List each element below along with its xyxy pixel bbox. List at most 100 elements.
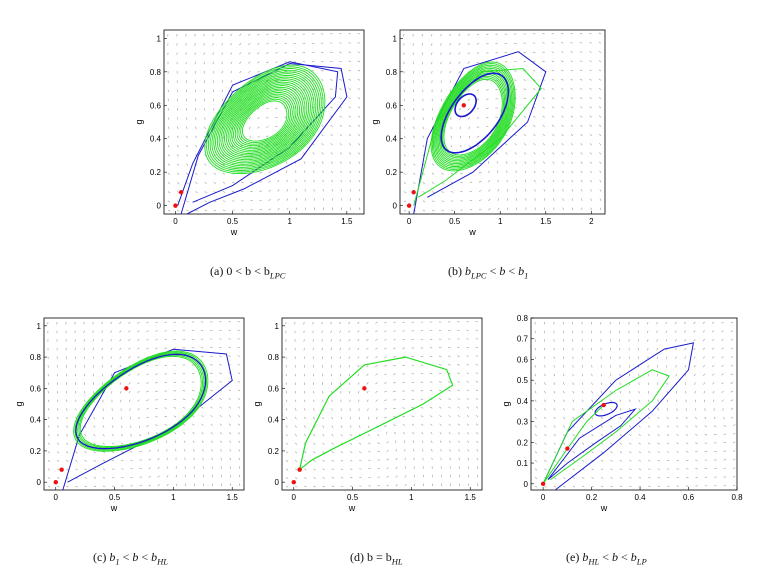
x-tick-label: 0.5 — [109, 493, 121, 502]
field-arrow — [84, 434, 87, 437]
field-arrow — [237, 329, 241, 331]
field-arrow — [551, 69, 555, 72]
field-arrow — [375, 347, 378, 350]
field-arrow — [220, 449, 222, 452]
field-arrow — [721, 321, 724, 324]
field-arrow — [111, 416, 114, 420]
equilibrium-point — [406, 203, 412, 208]
field-arrow — [384, 416, 387, 419]
field-arrow — [339, 321, 342, 325]
field-arrow — [496, 161, 499, 164]
field-arrow — [563, 459, 566, 462]
field-arrow — [476, 107, 480, 110]
field-arrow — [485, 80, 489, 82]
field-arrow — [119, 330, 122, 333]
field-arrow — [440, 43, 442, 46]
field-arrow — [191, 398, 195, 400]
green-orbit — [222, 81, 308, 159]
field-arrow — [694, 382, 696, 385]
field-arrow — [93, 425, 96, 428]
field-arrow — [572, 468, 575, 471]
field-arrow — [268, 208, 271, 211]
field-arrow — [349, 189, 352, 192]
field-arrow — [248, 52, 251, 55]
field-arrow — [703, 373, 705, 377]
field-arrow — [618, 321, 621, 325]
green-orbit — [436, 69, 510, 165]
field-arrow — [458, 33, 461, 36]
field-arrow — [339, 152, 342, 155]
field-arrow — [475, 355, 479, 357]
field-arrow — [438, 364, 442, 366]
panel-d: 0 0.5 1 1.5 0 0.2 0.4 0.6 0.8 1 w g — [252, 312, 492, 522]
y-tick-label: 0.2 — [517, 438, 529, 447]
field-arrow — [402, 321, 405, 323]
field-arrow — [357, 69, 361, 72]
field-arrow — [422, 117, 424, 120]
field-arrow — [184, 448, 186, 452]
field-arrow — [313, 170, 315, 174]
field-arrow — [533, 124, 536, 127]
field-arrow — [589, 143, 592, 146]
field-arrow — [563, 390, 565, 394]
field-arrow — [304, 416, 306, 420]
field-arrow — [102, 408, 104, 411]
field-arrow — [544, 365, 546, 368]
field-arrow — [393, 364, 396, 367]
field-arrow — [101, 373, 104, 377]
field-arrow — [413, 108, 415, 111]
field-arrow — [429, 372, 433, 375]
field-arrow — [439, 423, 442, 426]
field-arrow — [111, 434, 114, 437]
field-arrow — [304, 170, 306, 174]
field-arrow — [598, 41, 602, 44]
y-tick-label: 0.2 — [386, 168, 398, 177]
field-arrow — [441, 200, 444, 202]
field-arrow — [648, 485, 651, 487]
field-arrow — [476, 474, 479, 478]
field-arrow — [266, 70, 269, 73]
field-arrow — [476, 423, 479, 426]
field-arrow — [195, 191, 198, 194]
field-arrow — [506, 207, 509, 211]
field-arrow — [657, 468, 661, 470]
field-arrow — [571, 189, 574, 192]
field-arrow — [203, 43, 205, 46]
field-arrow — [610, 468, 613, 471]
field-arrow — [439, 415, 442, 418]
field-arrow — [562, 207, 564, 211]
field-arrow — [186, 209, 189, 212]
field-arrow — [384, 364, 387, 367]
equilibrium-point — [53, 479, 58, 485]
field-arrow — [56, 451, 60, 454]
field-arrow — [148, 450, 151, 452]
x-axis-label: w — [468, 227, 476, 237]
field-arrow — [395, 449, 398, 452]
field-arrow — [619, 390, 622, 394]
field-arrow — [322, 485, 325, 488]
field-arrow — [239, 483, 241, 487]
field-arrow — [579, 51, 583, 53]
field-arrow — [476, 126, 480, 129]
field-arrow — [563, 382, 565, 385]
field-arrow — [475, 372, 479, 375]
field-arrow — [212, 80, 215, 83]
field-arrow — [591, 485, 594, 488]
field-arrow — [457, 346, 460, 349]
field-arrow — [450, 200, 454, 202]
field-arrow — [403, 117, 406, 120]
field-arrow — [303, 390, 306, 394]
field-arrow — [201, 432, 204, 435]
field-arrow — [591, 477, 594, 479]
field-arrow — [429, 406, 433, 409]
field-arrow — [313, 477, 316, 479]
field-arrow — [348, 88, 351, 90]
field-arrow — [591, 373, 593, 377]
field-arrow — [637, 321, 639, 325]
field-arrow — [304, 434, 307, 437]
field-arrow — [600, 451, 604, 454]
field-arrow — [221, 70, 224, 74]
x-tick-label: 1.5 — [341, 217, 353, 226]
field-arrow — [534, 468, 538, 471]
field-arrow — [157, 484, 160, 487]
